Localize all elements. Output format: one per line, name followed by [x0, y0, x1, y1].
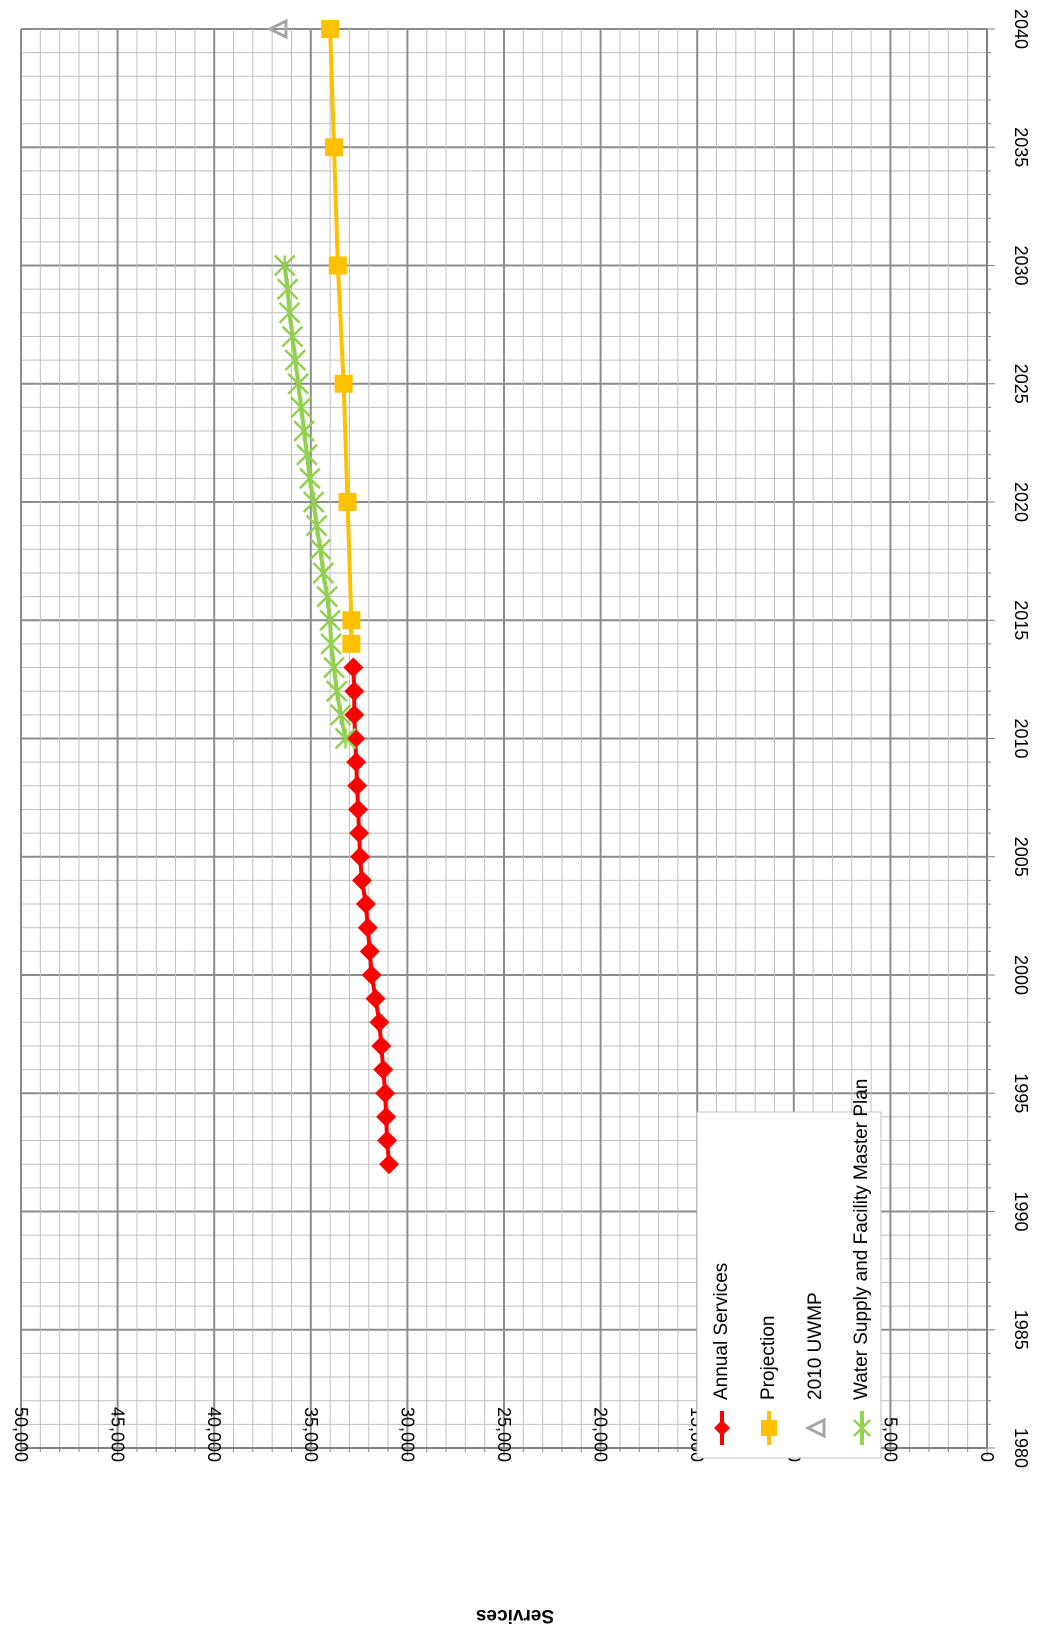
data-point-annual-services [365, 988, 386, 1009]
data-point-annual-services [355, 894, 376, 915]
data-point-annual-services [350, 846, 371, 867]
value-tick-label: 35,000 [301, 1407, 321, 1462]
series-line-annual-services [351, 667, 392, 1165]
legend: Annual Services Projection 2010 UWMP Water … [696, 1079, 882, 1459]
data-point-annual-services [376, 1106, 397, 1127]
data-point-annual-services [371, 1035, 392, 1056]
data-point-projection [321, 20, 340, 38]
series-2010-uwmp [266, 18, 288, 40]
data-point-water-supply-and-facility-master-plan [298, 467, 321, 490]
year-tick-label: 2010 [1011, 718, 1031, 758]
value-tick-label: 20,000 [591, 1407, 611, 1462]
data-point-water-supply-and-facility-master-plan [325, 680, 348, 703]
legend-marker-water-supply-and-facility-master-plan [853, 1419, 871, 1437]
legend-marker-2010-uwmp [804, 1417, 826, 1439]
value-tick-label: 40,000 [204, 1407, 224, 1462]
data-point-annual-services [346, 752, 367, 773]
year-tick-label: 2000 [1011, 955, 1031, 995]
data-point-water-supply-and-facility-master-plan [302, 491, 325, 513]
legend-label-annual-services: Annual Services [711, 1263, 732, 1400]
data-point-water-supply-and-facility-master-plan [323, 656, 345, 679]
data-point-water-supply-and-facility-master-plan [273, 254, 296, 277]
data-point-water-supply-and-facility-master-plan [309, 538, 332, 561]
year-tick-label: 1990 [1011, 1191, 1031, 1231]
data-point-annual-services [343, 657, 364, 678]
data-point-projection [324, 138, 343, 157]
year-tick-label: 2040 [1011, 9, 1031, 49]
value-tick-label: 45,000 [108, 1407, 128, 1462]
series-water-supply-and-facility-master-plan [273, 254, 357, 750]
data-point-annual-services [359, 941, 380, 962]
data-point-annual-services [344, 704, 365, 725]
data-point-water-supply-and-facility-master-plan [320, 633, 342, 655]
data-point-water-supply-and-facility-master-plan [334, 727, 357, 750]
data-point-water-supply-and-facility-master-plan [296, 443, 318, 466]
legend-label-2010-uwmp: 2010 UWMP [805, 1292, 826, 1400]
data-point-annual-services [377, 1130, 398, 1151]
legend-box [696, 1111, 882, 1459]
value-tick-label: 30,000 [397, 1407, 417, 1462]
data-point-annual-services [375, 1083, 396, 1104]
year-tick-label: 1995 [1011, 1073, 1031, 1113]
data-point-annual-services [357, 917, 378, 938]
data-point-annual-services [373, 1059, 394, 1080]
data-point-annual-services [349, 823, 370, 844]
year-tick-label: 2030 [1011, 245, 1031, 285]
value-tick-label: 50,000 [11, 1407, 31, 1462]
legend-label-projection: Projection [758, 1316, 779, 1401]
data-point-water-supply-and-facility-master-plan [284, 349, 307, 371]
year-tick-label: 1980 [1011, 1428, 1031, 1468]
tick-labels: 1980 1985 1990 1995 2000 2005 2010 2015 2020 2025… [11, 9, 1031, 1468]
year-tick-label: 2015 [1011, 600, 1031, 640]
value-tick-label: 25,000 [494, 1407, 514, 1462]
data-point-water-supply-and-facility-master-plan [278, 301, 301, 324]
data-point-water-supply-and-facility-master-plan [312, 562, 335, 584]
data-point-water-supply-and-facility-master-plan [290, 396, 313, 419]
legend-marker-annual-services [714, 1420, 730, 1436]
data-point-annual-services [379, 1154, 400, 1175]
data-point-water-supply-and-facility-master-plan [329, 703, 352, 726]
data-point-projection [328, 256, 347, 275]
data-point-annual-services [361, 965, 382, 985]
plot-grid [20, 28, 988, 1449]
data-point-projection [342, 634, 361, 653]
data-point-water-supply-and-facility-master-plan [281, 325, 304, 348]
data-point-water-supply-and-facility-master-plan [287, 372, 310, 395]
year-tick-label: 2025 [1011, 364, 1031, 404]
data-point-projection [342, 611, 361, 630]
year-tick-label: 2005 [1011, 837, 1031, 877]
year-tick-label: 2020 [1011, 482, 1031, 522]
data-point-2010-uwmp [266, 18, 288, 40]
data-point-projection [338, 493, 357, 511]
data-point-projection [334, 374, 353, 393]
series-projection [321, 20, 361, 653]
legend-label-water-supply-and-facility-master-plan: Water Supply and Facility Master Plan [851, 1079, 872, 1400]
value-tick-label: 5,000 [880, 1417, 900, 1462]
data-point-water-supply-and-facility-master-plan [319, 609, 342, 632]
data-point-annual-services [351, 870, 372, 891]
year-tick-label: 1985 [1011, 1310, 1031, 1350]
year-tick-label: 2035 [1011, 127, 1031, 167]
data-point-water-supply-and-facility-master-plan [276, 278, 299, 301]
data-point-annual-services [344, 681, 365, 702]
data-point-water-supply-and-facility-master-plan [305, 514, 328, 537]
legend-marker-projection [761, 1420, 777, 1436]
data-point-water-supply-and-facility-master-plan [293, 420, 315, 442]
data-point-annual-services [348, 799, 369, 820]
y-axis-label: Services [476, 1605, 554, 1626]
plot-series [266, 18, 400, 1175]
data-point-annual-services [347, 775, 368, 796]
value-tick-label: 0 [977, 1452, 997, 1462]
data-point-water-supply-and-facility-master-plan [316, 585, 339, 608]
data-point-annual-services [369, 1012, 390, 1033]
